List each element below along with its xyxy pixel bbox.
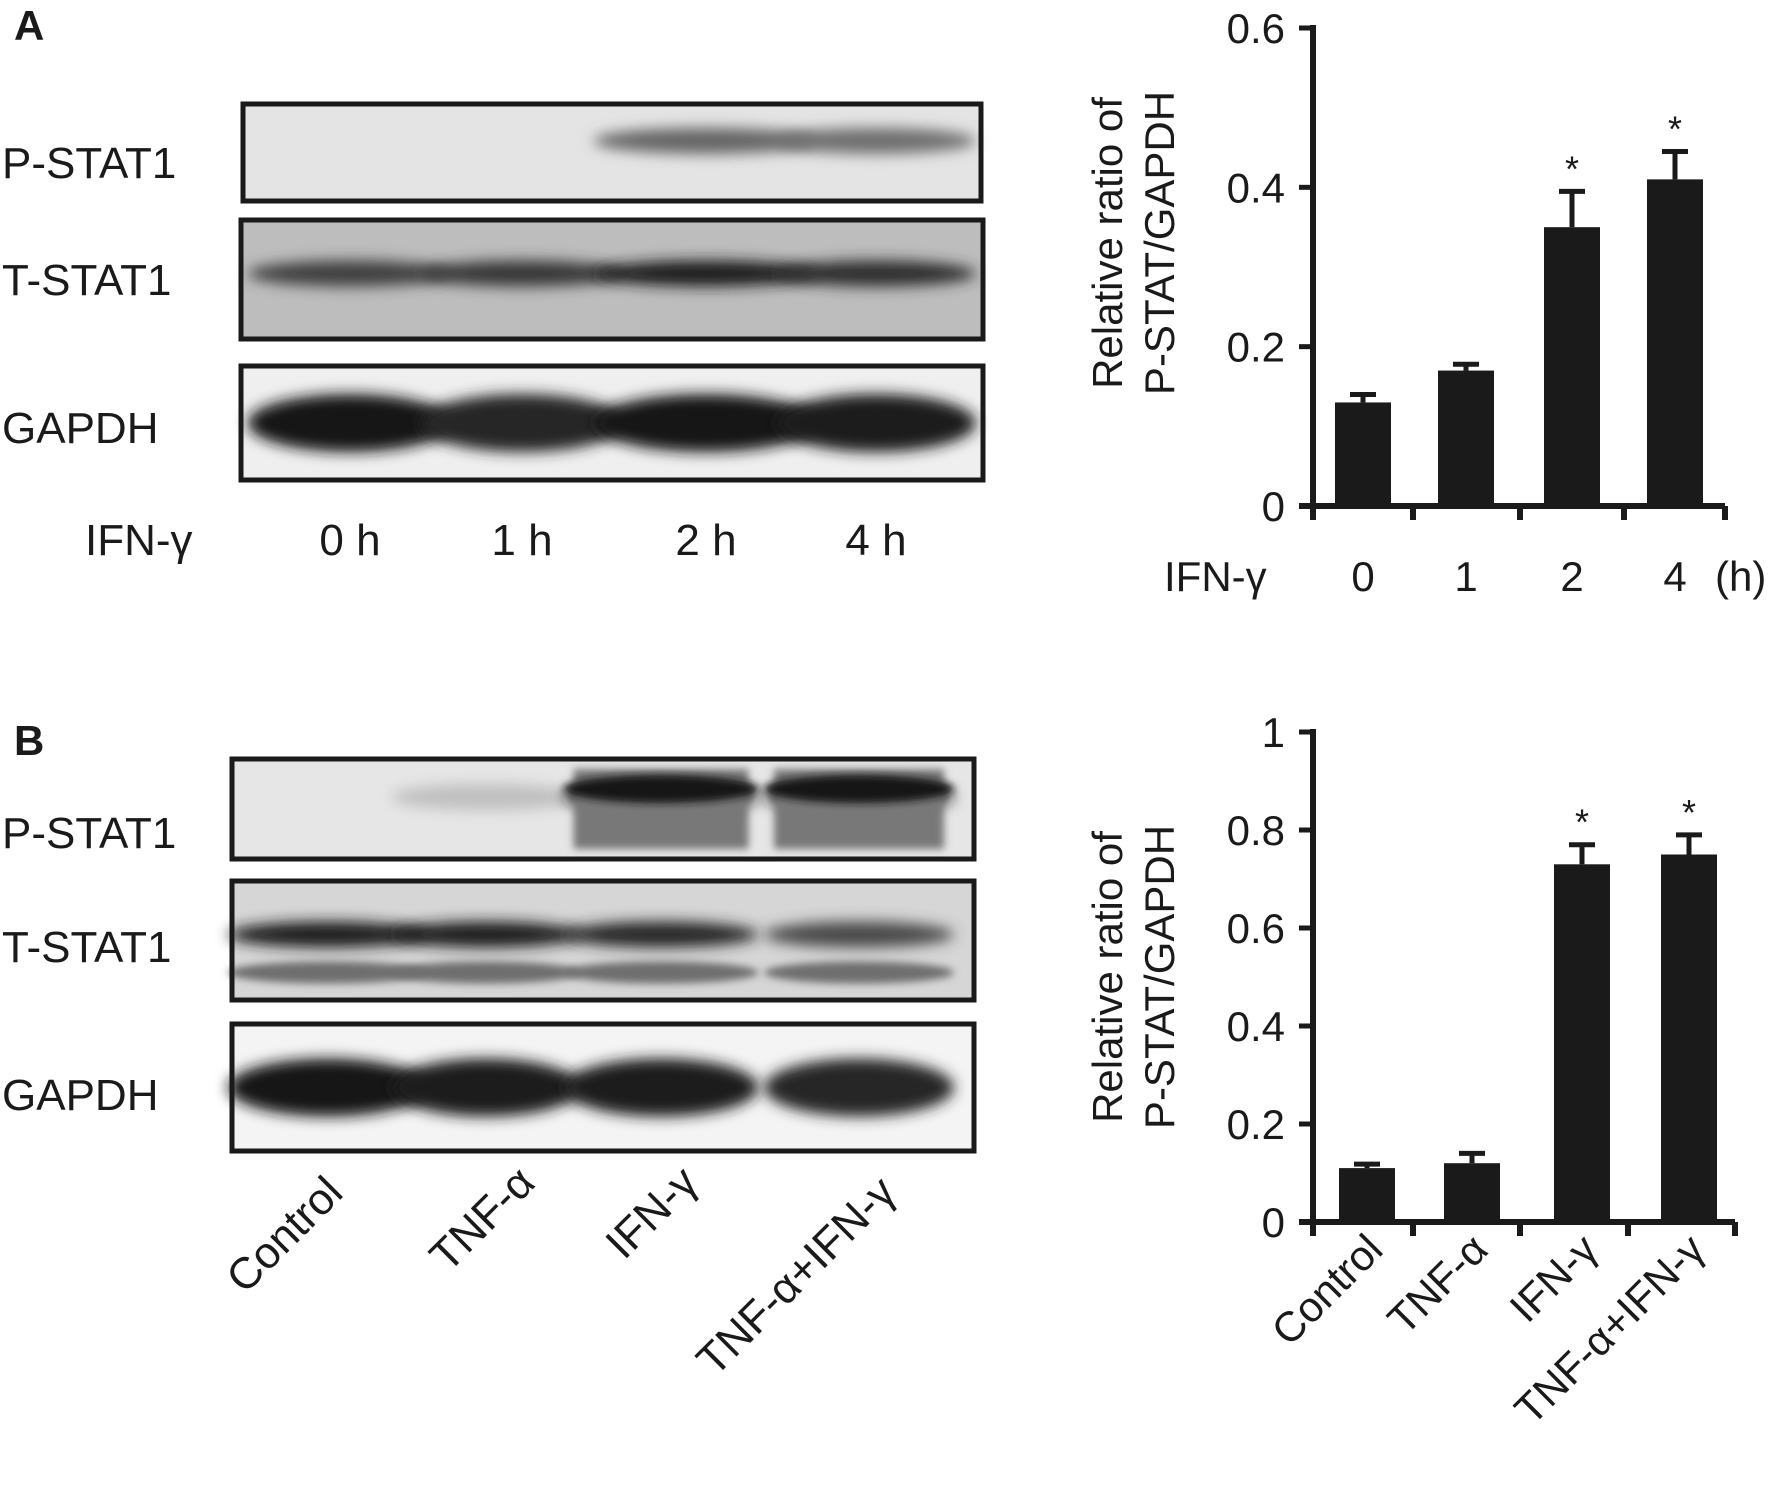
blot-frame	[238, 217, 986, 342]
bar-3	[1661, 854, 1717, 1222]
panel-letter: A	[14, 2, 44, 49]
blot-band	[563, 921, 759, 948]
x-axis-label: IFN-γ	[1164, 553, 1267, 600]
blot-row-label: P-STAT1	[2, 809, 176, 858]
significance-marker: *	[1668, 108, 1682, 149]
bar-1	[1444, 1163, 1500, 1222]
bar-chart-a: Relative ratio of P-STAT/GAPDH * * 0 0.2 0.4 0.…	[1084, 5, 1766, 600]
y-axis-label-line: P-STAT/GAPDH	[1136, 825, 1183, 1129]
blot-row-p-stat1: P-STAT1	[2, 101, 984, 204]
bar-0	[1335, 402, 1391, 506]
x-tick-label: 4	[1663, 553, 1686, 600]
blot-row-label: GAPDH	[2, 404, 158, 453]
blot-band	[776, 260, 976, 287]
y-tick-label: 0.2	[1227, 324, 1285, 371]
lane-label: TNF-α	[421, 1157, 544, 1280]
x-tick-label: 0	[1351, 553, 1374, 600]
blot-row-t-stat1: T-STAT1	[2, 217, 986, 342]
lane-label: Control	[217, 1167, 352, 1302]
blot-frame	[229, 756, 977, 862]
y-tick-label: 1	[1262, 709, 1285, 756]
blot-frame	[229, 1021, 977, 1154]
blot-band	[764, 921, 954, 948]
blot-row-label: P-STAT1	[2, 139, 176, 188]
lane-label: 1 h	[491, 516, 552, 565]
blot-band	[247, 260, 453, 287]
panel-b-blot: B P-STAT1 T-STAT1 GAPDH Control TNF-α IFN-γTNF…	[2, 717, 977, 1385]
blot-band	[593, 394, 819, 452]
x-axis-unit: (h)	[1715, 553, 1766, 600]
y-tick-label: 0.6	[1227, 5, 1285, 52]
blot-band-lower	[764, 961, 954, 984]
y-tick-label: 0	[1262, 1199, 1285, 1246]
panel-letter: B	[14, 717, 44, 764]
blot-band	[563, 775, 759, 803]
y-tick-label: 0.2	[1227, 1101, 1285, 1148]
blot-band	[776, 394, 976, 452]
blot-band	[228, 1058, 428, 1117]
blot-row-label: T-STAT1	[2, 256, 172, 305]
y-tick-label: 0.8	[1227, 807, 1285, 854]
x-tick-label: TNF-α	[1378, 1225, 1496, 1343]
blot-band	[764, 775, 954, 803]
bar-3	[1647, 179, 1703, 506]
x-tick-label: TNF-α+IFN-γ	[1505, 1225, 1713, 1433]
treatment-label: IFN-γ	[85, 516, 193, 565]
blot-row-label: T-STAT1	[2, 923, 172, 972]
significance-marker: *	[1682, 792, 1696, 833]
bar-1	[1438, 370, 1494, 506]
lane-label: 0 h	[319, 516, 380, 565]
bar-2	[1554, 864, 1610, 1222]
lane-label: 2 h	[675, 516, 736, 565]
y-tick-label: 0	[1262, 483, 1285, 530]
blot-row-gapdh: GAPDH	[2, 363, 986, 483]
blot-band	[563, 1058, 759, 1117]
blot-band-lower	[228, 961, 428, 984]
y-tick-label: 0.6	[1227, 905, 1285, 952]
blot-band	[391, 921, 581, 948]
y-axis-label-line: Relative ratio of	[1084, 97, 1131, 389]
bar-0	[1339, 1168, 1395, 1222]
blot-row-gapdh: GAPDH	[2, 1021, 977, 1154]
blot-row-label: GAPDH	[2, 1071, 158, 1120]
panel-a-blot: A P-STAT1 T-STAT1 GAPDH IFN-γ 0 h 1 h 2 h 4 h	[2, 2, 986, 565]
blot-band	[419, 394, 625, 452]
blot-frame	[238, 363, 986, 483]
y-axis-label-line: P-STAT/GAPDH	[1136, 91, 1183, 395]
blot-band	[228, 921, 428, 948]
lane-label: TNF-α+IFN-γ	[687, 1167, 905, 1385]
significance-marker: *	[1565, 148, 1579, 189]
blot-band	[764, 1058, 954, 1117]
blot-band	[593, 260, 819, 287]
lane-label: IFN-γ	[596, 1157, 707, 1268]
blot-frame	[240, 101, 984, 204]
y-tick-label: 0.4	[1227, 1003, 1285, 1050]
blot-band	[419, 260, 625, 287]
blot-band	[391, 1058, 581, 1117]
bar-chart-b: Relative ratio of P-STAT/GAPDH * * 0 0.2 0.4 0.…	[1084, 709, 1738, 1433]
lane-label: 4 h	[845, 516, 906, 565]
significance-marker: *	[1575, 802, 1589, 843]
blot-band	[776, 127, 976, 154]
blot-frame	[229, 878, 977, 1003]
y-tick-label: 0.4	[1227, 164, 1285, 211]
bar-2	[1544, 227, 1600, 506]
x-tick-label: 2	[1560, 553, 1583, 600]
blot-band-lower	[391, 961, 581, 984]
y-axis-label: Relative ratio of P-STAT/GAPDH	[1084, 825, 1183, 1129]
blot-row-t-stat1: T-STAT1	[2, 878, 977, 1003]
blot-band	[391, 784, 581, 810]
blot-band	[593, 127, 819, 154]
blot-band	[247, 394, 453, 452]
x-tick-label: 1	[1454, 553, 1477, 600]
y-axis-label-line: Relative ratio of	[1084, 831, 1131, 1123]
y-axis-label: Relative ratio of P-STAT/GAPDH	[1084, 91, 1183, 395]
blot-band-lower	[563, 961, 759, 984]
blot-row-p-stat1: P-STAT1	[2, 756, 977, 862]
